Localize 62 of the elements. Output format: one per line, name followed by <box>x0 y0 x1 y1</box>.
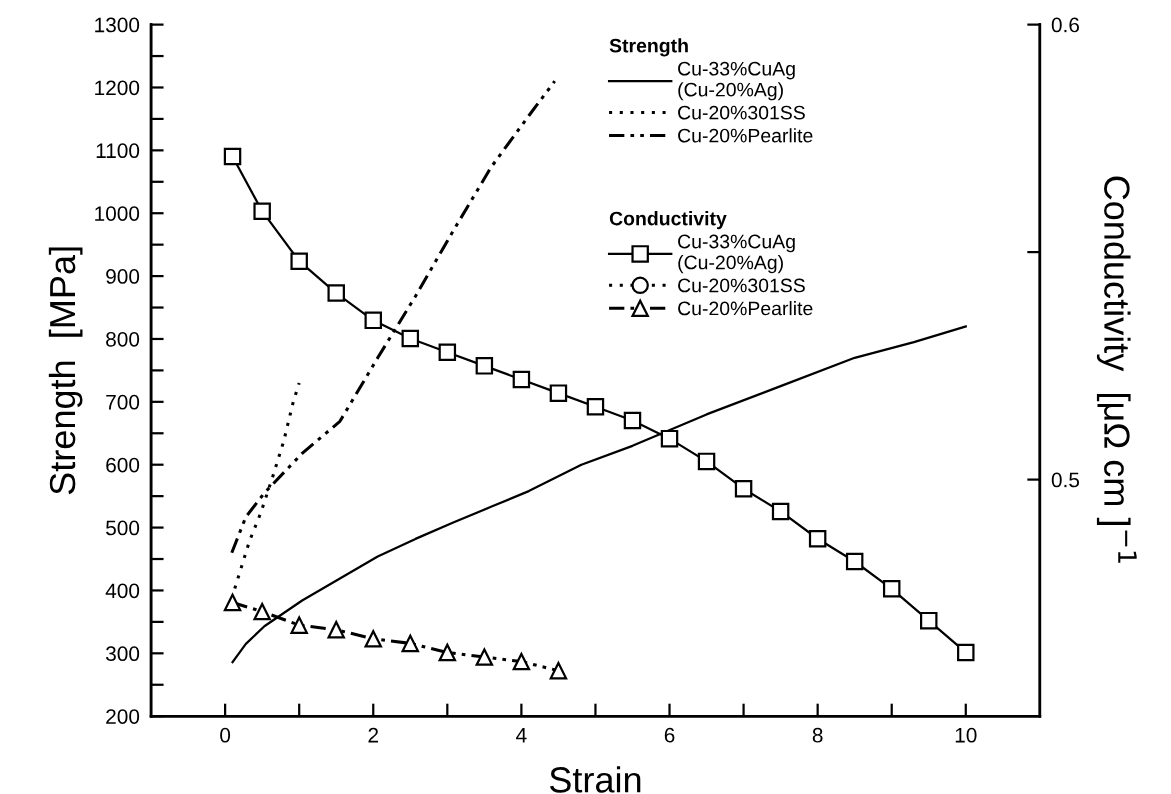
point <box>475 357 494 375</box>
point <box>290 616 308 634</box>
x-axis-title: Strain <box>549 766 641 793</box>
legend-label: Cu-20%Pearlite <box>678 128 813 143</box>
point <box>401 634 420 653</box>
point <box>401 329 420 348</box>
point <box>364 630 383 648</box>
point <box>697 452 716 471</box>
point <box>808 530 827 548</box>
point <box>771 502 790 521</box>
legend-label: Cu-33%CuAg (Cu-20%Ag) <box>678 61 795 101</box>
point <box>327 620 345 639</box>
point <box>660 429 679 448</box>
x-tick-label: 4 <box>516 728 527 743</box>
point <box>920 611 938 630</box>
y-tick-label: 900 <box>106 269 140 284</box>
legend-label: Cu-20%301SS <box>678 278 805 293</box>
point <box>734 479 753 498</box>
point <box>549 661 568 680</box>
y-tick-label: 700 <box>106 394 140 410</box>
point <box>512 370 531 389</box>
y-tick-label: 400 <box>105 583 140 599</box>
legend-label: Cu-33%CuAg (Cu-20%Ag) <box>678 234 795 274</box>
point <box>438 643 457 662</box>
y-tick-label: 1200 <box>95 80 140 96</box>
y-tick-label: 500 <box>106 520 140 536</box>
point <box>253 602 271 621</box>
point <box>438 343 457 361</box>
y-tick-label: 600 <box>106 457 140 473</box>
legend-label: Cu-20%301SS <box>678 105 805 120</box>
y-tick-label: 1000 <box>95 206 140 221</box>
point <box>882 580 901 598</box>
point <box>623 411 642 430</box>
point <box>845 552 864 571</box>
annotation: Conductivity <box>609 211 727 230</box>
point <box>586 398 605 416</box>
y-tick-label: 1300 <box>95 17 140 33</box>
y-tick-label: 200 <box>106 709 140 724</box>
x-tick-label: 10 <box>955 727 977 743</box>
point <box>327 284 345 302</box>
y2-tick-label: 0.6 <box>1051 17 1079 33</box>
y-tick-label: 300 <box>105 646 140 662</box>
y2-axis-title: Conductivity [μΩ cm ]$^{−1}$ <box>1096 176 1137 563</box>
point <box>957 643 975 662</box>
x-tick-label: 8 <box>812 727 823 743</box>
x-tick-label: 6 <box>664 727 675 743</box>
y2-tick-label: 0.5 <box>1051 472 1080 488</box>
legend-title: Strength <box>609 38 688 57</box>
point <box>290 252 308 270</box>
point <box>223 593 242 612</box>
y-tick-label: 1100 <box>96 143 140 159</box>
point <box>512 652 531 671</box>
y-axis-title: Strength [MPa] <box>48 247 83 495</box>
legend-label: Cu-20%Pearlite <box>678 301 813 316</box>
x-tick-label: 2 <box>368 727 378 743</box>
point <box>475 648 494 666</box>
y-tick-label: 800 <box>106 331 140 347</box>
x-tick-label: 0 <box>220 727 231 743</box>
point <box>549 384 568 402</box>
point <box>223 147 242 166</box>
point <box>253 202 271 220</box>
point <box>364 311 383 330</box>
